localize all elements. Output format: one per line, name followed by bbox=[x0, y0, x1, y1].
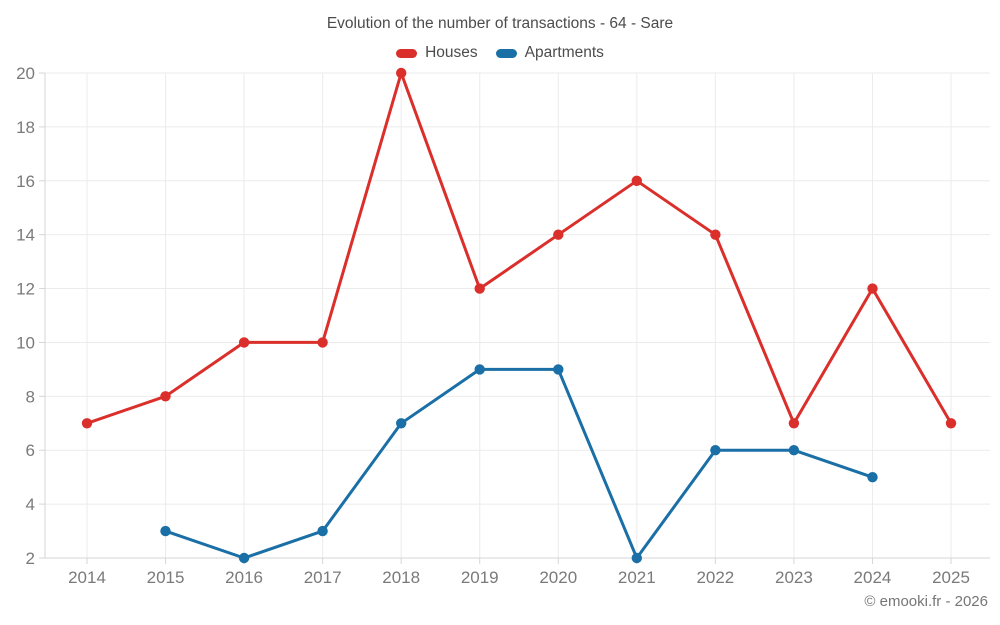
apartments-point-2016[interactable] bbox=[238, 552, 250, 564]
y-tick-label: 10 bbox=[16, 333, 35, 352]
y-tick-label: 2 bbox=[26, 549, 35, 568]
copyright: © emooki.fr - 2026 bbox=[864, 593, 988, 610]
x-tick-label: 2022 bbox=[696, 568, 734, 587]
x-tick-label: 2025 bbox=[932, 568, 970, 587]
houses-point-2024[interactable] bbox=[867, 283, 878, 294]
y-tick-label: 4 bbox=[26, 495, 35, 514]
houses-point-2017[interactable] bbox=[317, 337, 328, 348]
houses-point-2022[interactable] bbox=[710, 229, 721, 240]
x-tick-label: 2015 bbox=[147, 568, 185, 587]
x-tick-label: 2017 bbox=[304, 568, 342, 587]
x-tick-label: 2016 bbox=[225, 568, 263, 587]
y-tick-label: 12 bbox=[16, 280, 35, 299]
houses-point-2020[interactable] bbox=[553, 229, 564, 240]
y-tick-label: 20 bbox=[16, 64, 35, 83]
y-tick-label: 18 bbox=[16, 118, 35, 137]
chart-title: Evolution of the number of transactions … bbox=[326, 15, 674, 32]
houses-point-2025[interactable] bbox=[945, 418, 957, 429]
x-tick-label: 2020 bbox=[539, 568, 577, 587]
houses-point-2023[interactable] bbox=[788, 418, 800, 429]
x-tick-label: 2023 bbox=[775, 568, 813, 587]
houses-point-2021[interactable] bbox=[631, 175, 642, 186]
x-tick-label: 2021 bbox=[618, 568, 656, 587]
x-tick-label: 2019 bbox=[461, 568, 499, 587]
apartments-point-2022[interactable] bbox=[710, 445, 721, 456]
x-tick-label: 2018 bbox=[382, 568, 420, 587]
houses-point-2018[interactable] bbox=[396, 67, 407, 79]
houses-point-2016[interactable] bbox=[238, 337, 250, 348]
apartments-point-2024[interactable] bbox=[867, 472, 878, 483]
houses-point-2014[interactable] bbox=[81, 418, 93, 429]
y-tick-label: 6 bbox=[26, 441, 35, 460]
apartments-point-2019[interactable] bbox=[474, 364, 485, 375]
houses-line bbox=[85, 71, 953, 425]
apartments-line bbox=[164, 367, 874, 560]
apartments-swatch-icon bbox=[495, 48, 517, 58]
apartments-point-2017[interactable] bbox=[317, 525, 328, 537]
y-tick-label: 8 bbox=[26, 387, 35, 406]
y-tick-label: 14 bbox=[16, 226, 35, 245]
legend-item-houses[interactable]: Houses bbox=[396, 44, 478, 62]
x-tick-label: 2014 bbox=[68, 568, 106, 587]
x-tick-label: 2024 bbox=[854, 568, 892, 587]
houses-point-2019[interactable] bbox=[474, 283, 485, 294]
legend: Houses Apartments bbox=[0, 44, 1000, 62]
legend-label-houses: Houses bbox=[425, 44, 478, 61]
legend-item-apartments[interactable]: Apartments bbox=[495, 44, 604, 62]
apartments-point-2020[interactable] bbox=[553, 364, 564, 375]
apartments-point-2023[interactable] bbox=[788, 445, 800, 456]
apartments-point-2021[interactable] bbox=[631, 552, 642, 564]
houses-swatch-icon bbox=[396, 48, 418, 58]
apartments-point-2018[interactable] bbox=[396, 418, 407, 429]
y-tick-label: 16 bbox=[16, 172, 35, 191]
apartments-point-2015[interactable] bbox=[160, 525, 171, 537]
houses-point-2015[interactable] bbox=[160, 391, 171, 402]
legend-label-apartments: Apartments bbox=[524, 44, 604, 61]
